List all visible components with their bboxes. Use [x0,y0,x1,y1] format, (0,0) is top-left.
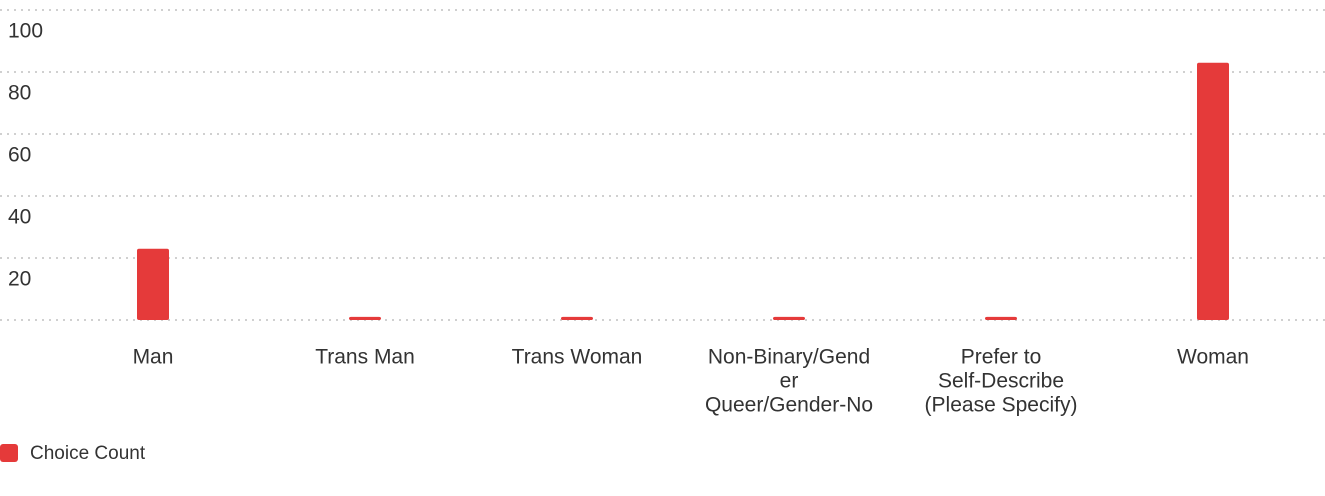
x-tick-label: Trans Man [315,346,415,369]
y-tick-label: 40 [8,206,31,229]
bar [561,316,593,320]
y-tick-label: 60 [8,144,31,167]
bar [137,248,169,320]
x-tick-label: Man [133,346,174,369]
bar [985,316,1017,320]
x-tick-label: Trans Woman [512,346,643,369]
bar [773,316,805,320]
bar [349,316,381,320]
x-tick-label: Self-Describe [938,370,1064,393]
x-tick-label: er [780,370,799,393]
x-tick-label: Queer/Gender-No [705,394,873,417]
y-tick-label: 80 [8,82,31,105]
y-tick-label: 100 [8,20,43,43]
x-tick-label: (Please Specify) [925,394,1078,417]
x-tick-label: Non-Binary/Gend [708,346,870,369]
bar [1197,62,1229,320]
x-tick-label: Prefer to [961,346,1042,369]
y-tick-label: 20 [8,268,31,291]
x-tick-label: Woman [1177,346,1249,369]
legend-swatch [0,444,18,462]
legend-label: Choice Count [30,443,146,464]
